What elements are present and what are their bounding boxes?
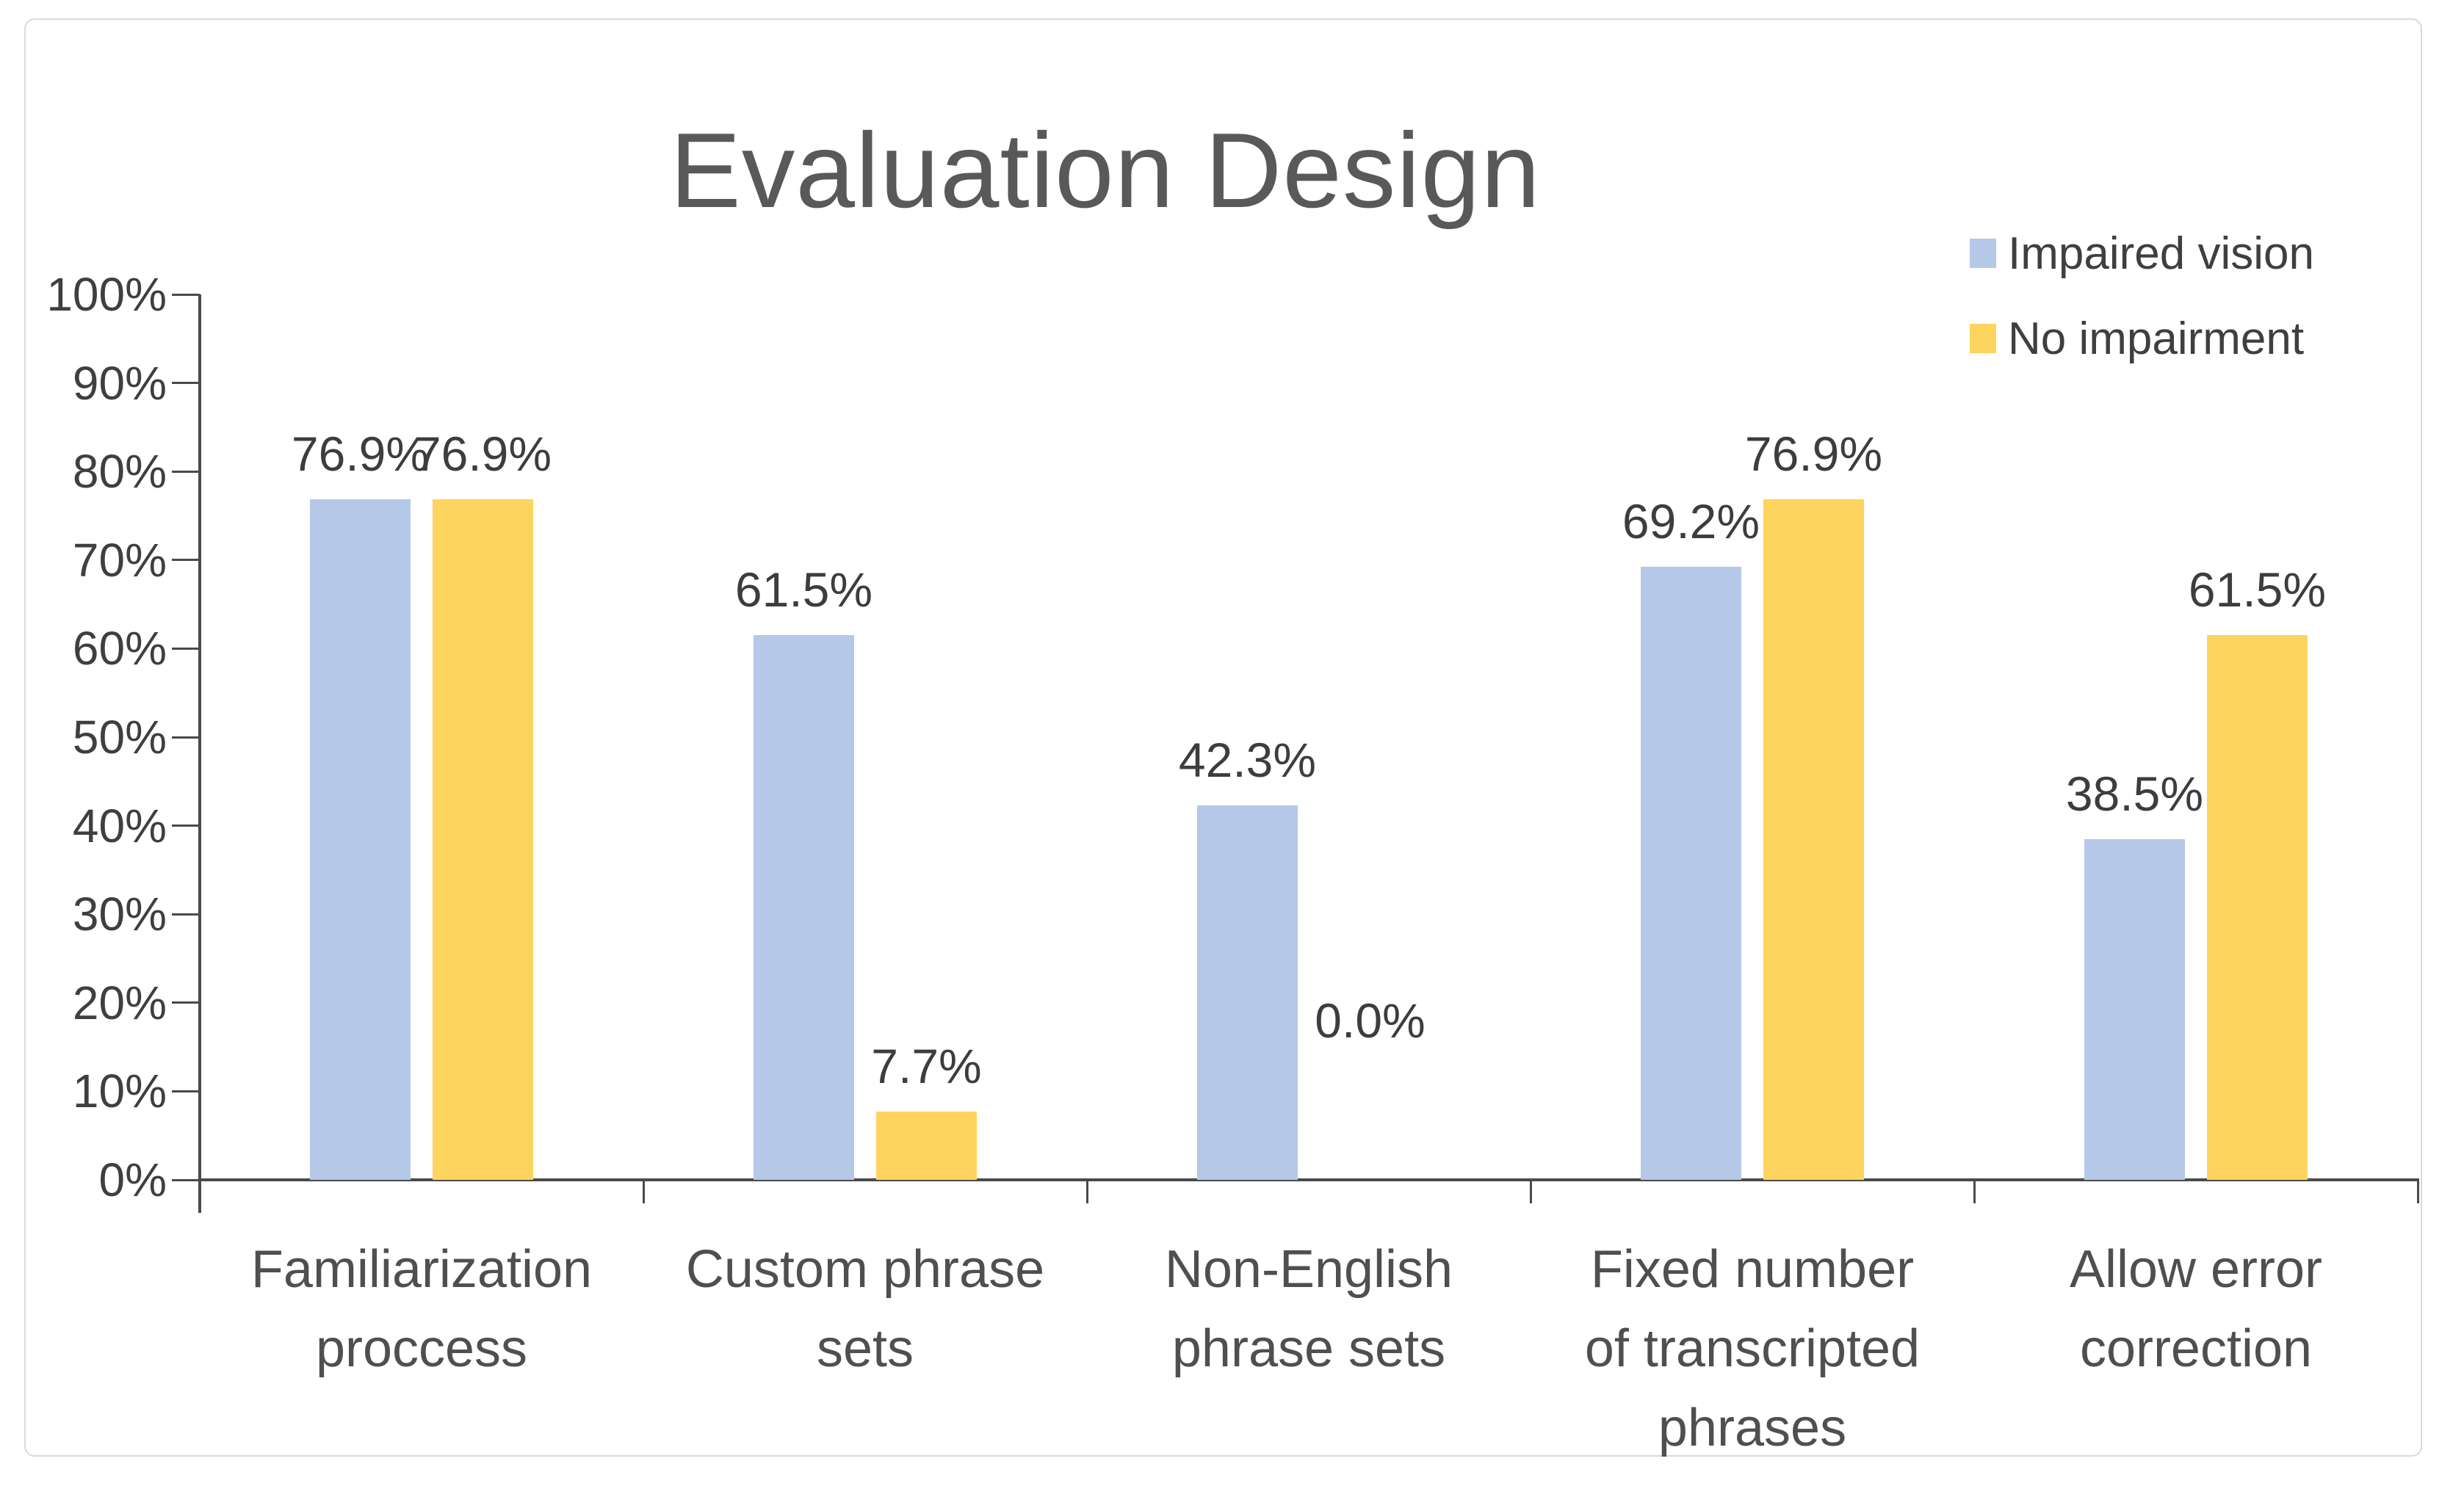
data-label: 76.9% xyxy=(413,426,552,481)
x-axis-line xyxy=(198,1178,2419,1181)
bar-impaired-vision xyxy=(2084,838,2185,1180)
y-tick xyxy=(172,1178,200,1181)
data-label: 61.5% xyxy=(2188,562,2327,617)
y-tick xyxy=(172,559,200,562)
bar-no-impairment xyxy=(433,499,533,1180)
legend: Impaired vision No impairment xyxy=(1970,225,2314,396)
y-tick xyxy=(172,913,200,916)
category-label-line: Custom phrase xyxy=(685,1240,1045,1299)
category-axis-tick xyxy=(1973,1180,1976,1203)
bar-impaired-vision xyxy=(754,635,854,1180)
legend-label: Impaired vision xyxy=(2008,228,2314,279)
chart-title: Evaluation Design xyxy=(670,111,1541,230)
legend-item-impaired-vision: Impaired vision xyxy=(1970,225,2314,281)
y-tick xyxy=(172,1001,200,1004)
y-tick xyxy=(172,382,200,385)
legend-swatch-impaired-vision xyxy=(1970,239,1996,268)
y-tick-label: 10% xyxy=(72,1065,167,1118)
y-tick-label: 0% xyxy=(98,1153,167,1206)
y-tick xyxy=(172,293,200,296)
data-label: 69.2% xyxy=(1622,494,1760,549)
y-tick-label: 90% xyxy=(72,356,167,410)
y-tick xyxy=(172,1090,200,1092)
y-tick xyxy=(172,736,200,739)
category-label: Custom phrase sets xyxy=(643,1230,1087,1388)
y-tick xyxy=(172,824,200,827)
bar-impaired-vision xyxy=(1641,567,1741,1180)
y-tick-label: 40% xyxy=(72,799,167,852)
data-label: 38.5% xyxy=(2065,766,2204,821)
category-label: Fixed number of transcripted phrases xyxy=(1531,1230,1974,1468)
y-tick xyxy=(172,647,200,650)
y-tick-label: 80% xyxy=(72,445,167,499)
data-label: 7.7% xyxy=(871,1039,982,1094)
category-axis-tick xyxy=(198,1180,201,1203)
category-axis-tick xyxy=(1085,1180,1088,1203)
category-axis-tick xyxy=(1529,1180,1532,1203)
category-label-line: Fixed number xyxy=(1590,1240,1915,1299)
category-label-line: phrases xyxy=(1658,1399,1847,1457)
category-label-line: of transcripted xyxy=(1584,1319,1921,1378)
category-axis-tick xyxy=(2416,1180,2419,1203)
legend-swatch-no-impairment xyxy=(1970,324,1996,353)
category-label-line: phrase sets xyxy=(1171,1319,1446,1378)
bar-no-impairment xyxy=(876,1112,977,1180)
y-tick-label: 50% xyxy=(72,711,167,764)
y-axis-line xyxy=(198,294,201,1213)
category-label-line: Familiarization xyxy=(250,1240,593,1299)
data-label: 61.5% xyxy=(734,562,873,617)
plot-area: 0% 10% 20% 30% 40% 50% 60% 70% 80% 90% 100% 76.9% 61… xyxy=(46,268,2419,1457)
y-tick-label: 20% xyxy=(72,976,167,1029)
bar-no-impairment xyxy=(2207,635,2308,1180)
data-label: 0.0% xyxy=(1315,993,1426,1048)
category-label: Familiarization proccess xyxy=(200,1230,643,1388)
bar-impaired-vision xyxy=(310,499,411,1180)
chart-card: Evaluation Design Impaired vision No imp… xyxy=(24,18,2422,1457)
category-label: Non-English phrase sets xyxy=(1087,1230,1531,1388)
category-label-line: Allow error xyxy=(2069,1240,2323,1299)
bar-impaired-vision xyxy=(1197,805,1298,1180)
bar-no-impairment xyxy=(1763,499,1864,1180)
data-label: 42.3% xyxy=(1178,732,1317,787)
category-axis-tick xyxy=(642,1180,645,1203)
category-label-line: correction xyxy=(2079,1319,2313,1378)
y-tick-label: 100% xyxy=(46,268,167,321)
category-label: Allow error correction xyxy=(1974,1230,2418,1388)
y-tick xyxy=(172,470,200,473)
data-label: 76.9% xyxy=(1744,426,1883,481)
data-label: 76.9% xyxy=(291,426,430,481)
y-tick-label: 30% xyxy=(72,888,167,941)
category-label-line: sets xyxy=(816,1319,914,1378)
category-label-line: proccess xyxy=(315,1319,528,1378)
legend-item-no-impairment: No impairment xyxy=(1970,311,2314,366)
y-tick-label: 60% xyxy=(72,622,167,675)
y-tick-label: 70% xyxy=(72,533,167,587)
category-label-line: Non-English xyxy=(1164,1240,1453,1299)
legend-label: No impairment xyxy=(2008,313,2305,364)
